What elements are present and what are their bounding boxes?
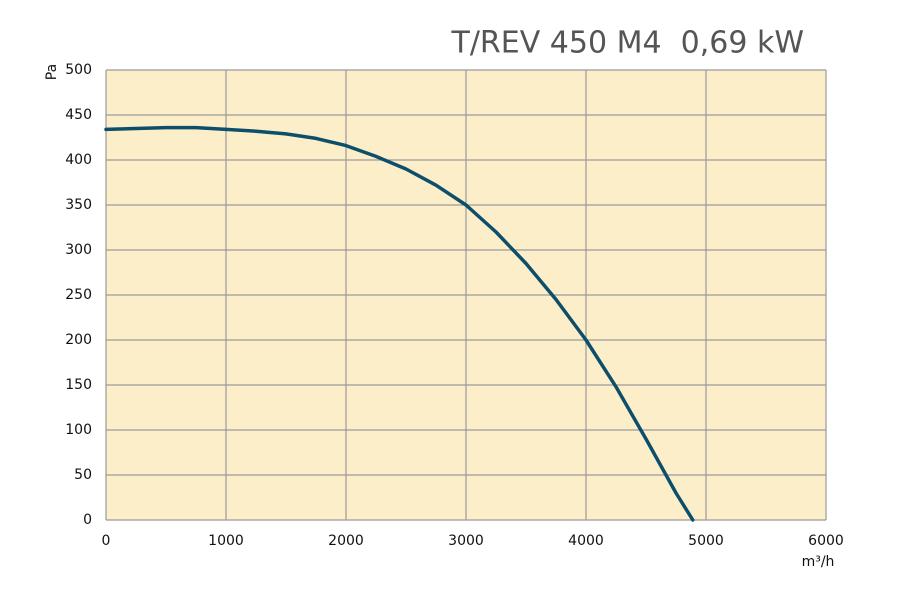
x-tick-label: 3000 — [448, 533, 484, 549]
x-tick-label: 5000 — [688, 533, 724, 549]
x-tick-label: 2000 — [328, 533, 364, 549]
x-tick-label: 1000 — [208, 533, 244, 549]
y-tick-label: 250 — [65, 287, 92, 303]
y-tick-label: 300 — [65, 242, 92, 258]
chart-title: T/REV 450 M4 0,69 kW — [451, 26, 805, 61]
x-tick-label: 0 — [102, 533, 111, 549]
y-tick-label: 150 — [65, 377, 92, 393]
y-tick-label: 200 — [65, 332, 92, 348]
y-tick-label: 50 — [74, 467, 92, 483]
y-tick-label: 100 — [65, 422, 92, 438]
y-axis-label: Pa — [44, 64, 60, 80]
y-tick-label: 400 — [65, 152, 92, 168]
x-tick-label: 4000 — [568, 533, 604, 549]
x-axis-label: m³/h — [802, 554, 835, 570]
y-tick-label: 500 — [65, 62, 92, 78]
x-tick-label: 6000 — [808, 533, 844, 549]
y-tick-label: 450 — [65, 107, 92, 123]
y-tick-label: 0 — [83, 512, 92, 528]
curve — [104, 125, 695, 522]
y-tick-label: 350 — [65, 197, 92, 213]
